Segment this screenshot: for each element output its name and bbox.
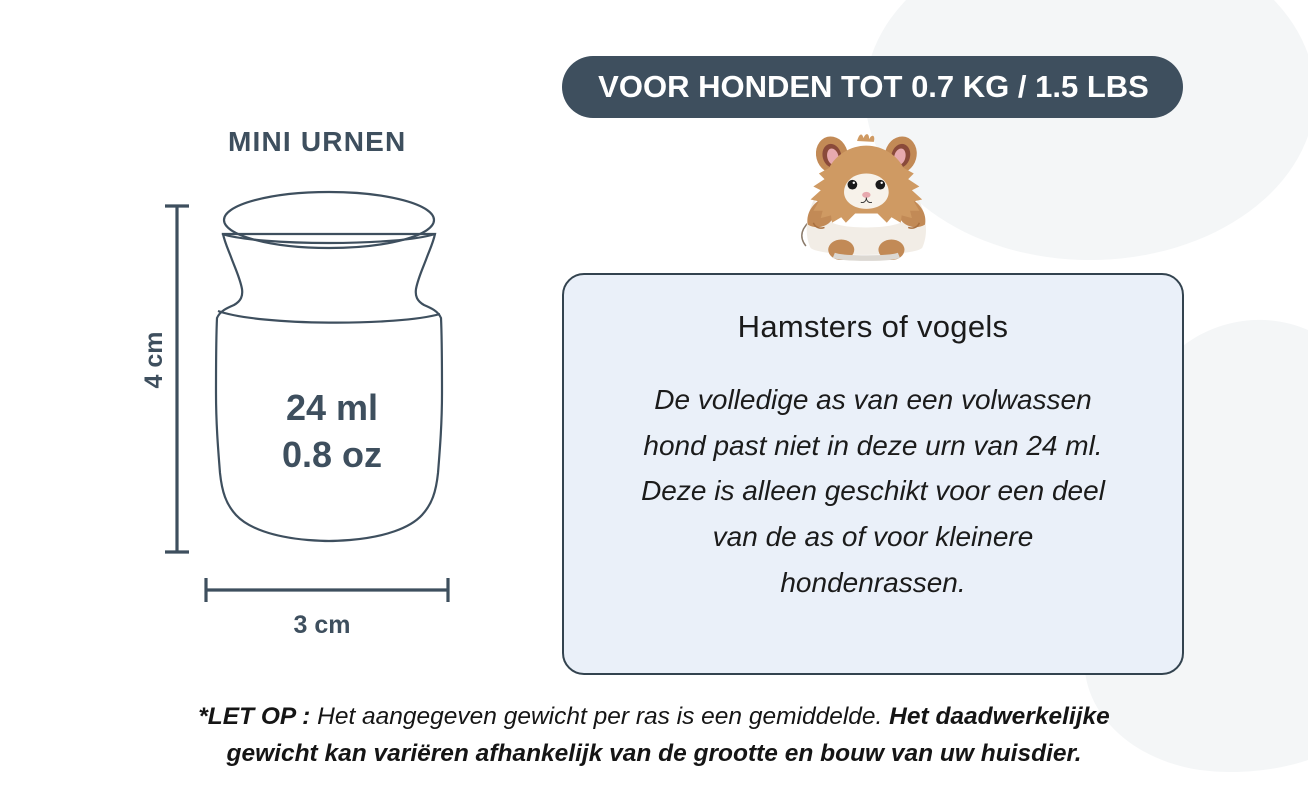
- svg-text:24 ml: 24 ml: [286, 387, 378, 428]
- svg-text:0.8 oz: 0.8 oz: [282, 434, 382, 475]
- svg-text:3 cm: 3 cm: [294, 611, 351, 639]
